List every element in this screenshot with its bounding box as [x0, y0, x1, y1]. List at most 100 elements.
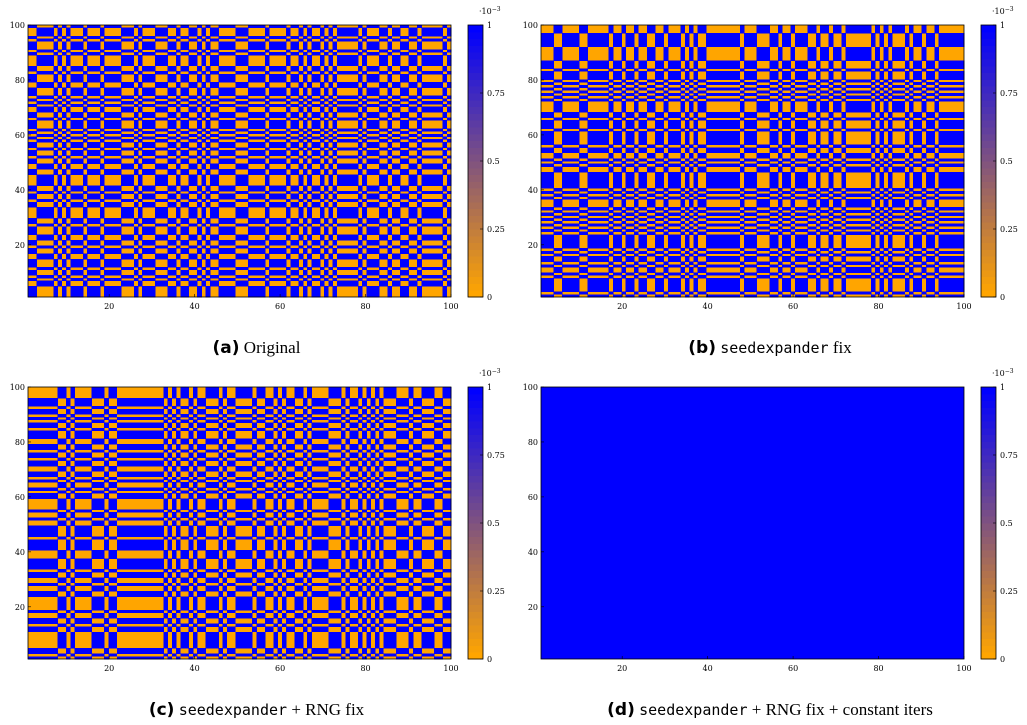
- heatmap-cell: [286, 245, 291, 249]
- heatmap-cell: [311, 90, 321, 94]
- heatmap-cell: [362, 33, 367, 37]
- heatmap-cell: [909, 193, 914, 197]
- heatmap-cell: [815, 180, 821, 184]
- heatmap-cell: [121, 190, 135, 195]
- heatmap-cell: [332, 152, 338, 156]
- heatmap-cell: [562, 171, 580, 175]
- heatmap-cell: [638, 44, 648, 48]
- heatmap-cell: [298, 275, 304, 279]
- heatmap-cell: [904, 82, 910, 86]
- heatmap-cell: [362, 177, 367, 181]
- heatmap-cell: [391, 155, 401, 159]
- heatmap-cell: [841, 76, 846, 80]
- heatmap-cell: [302, 220, 308, 224]
- heatmap-cell: [218, 169, 236, 173]
- heatmap-cell: [247, 185, 266, 189]
- heatmap-cell: [815, 71, 821, 75]
- heatmap-cell: [689, 199, 694, 203]
- heatmap-cell: [357, 294, 363, 298]
- heatmap-cell: [904, 286, 910, 290]
- heatmap-cell: [307, 215, 312, 219]
- heatmap-cell: [807, 68, 817, 72]
- heatmap-cell: [934, 248, 940, 252]
- heatmap-cell: [612, 272, 622, 276]
- heatmap-cell: [790, 209, 796, 214]
- heatmap-cell: [167, 239, 177, 243]
- heatmap-cell: [142, 229, 156, 233]
- heatmap-cell: [883, 204, 889, 208]
- colorbar-segment: [468, 215, 483, 223]
- heatmap-cell: [104, 41, 122, 45]
- heatmap-cell: [562, 114, 580, 118]
- heatmap-cell: [366, 226, 380, 230]
- heatmap-cell: [121, 95, 135, 99]
- heatmap-cell: [832, 52, 842, 56]
- heatmap-cell: [379, 30, 388, 34]
- heatmap-cell: [324, 122, 329, 127]
- heatmap-cell: [705, 150, 741, 154]
- heatmap-cell: [264, 101, 270, 105]
- heatmap-cell: [875, 248, 880, 252]
- heatmap-cell: [104, 150, 122, 154]
- heatmap-cell: [154, 106, 168, 110]
- heatmap-cell: [879, 245, 885, 249]
- heatmap-cell: [421, 280, 443, 284]
- heatmap-cell: [82, 84, 88, 88]
- heatmap-cell: [82, 237, 88, 241]
- heatmap-cell: [82, 253, 88, 257]
- heatmap-cell: [562, 256, 580, 260]
- heatmap-cell: [608, 215, 614, 219]
- heatmap-cell: [625, 212, 635, 216]
- heatmap-cell: [379, 109, 388, 113]
- heatmap-cell: [625, 87, 635, 91]
- heatmap-cell: [197, 122, 202, 127]
- heatmap-cell: [815, 125, 821, 129]
- heatmap-cell: [311, 196, 321, 200]
- colorbar-tick-label: 1: [487, 21, 492, 30]
- heatmap-cell: [756, 291, 770, 295]
- heatmap-cell: [663, 253, 669, 257]
- heatmap-cell: [913, 112, 923, 116]
- heatmap-cell: [387, 150, 393, 154]
- heatmap-cell: [104, 242, 122, 246]
- heatmap-cell: [28, 68, 37, 72]
- heatmap-cell: [446, 63, 452, 67]
- heatmap-cell: [667, 174, 681, 178]
- heatmap-cell: [875, 46, 880, 50]
- heatmap-cell: [845, 155, 872, 159]
- heatmap-cell: [400, 76, 410, 80]
- heatmap-cell: [705, 122, 741, 127]
- heatmap-cell: [756, 261, 770, 265]
- heatmap-cell: [705, 76, 741, 80]
- heatmap-cell: [167, 131, 177, 135]
- heatmap-cell: [442, 269, 448, 273]
- heatmap-cell: [87, 122, 101, 127]
- heatmap-cell: [621, 166, 626, 170]
- heatmap-cell: [684, 112, 690, 116]
- heatmap-cell: [887, 237, 893, 241]
- heatmap-cell: [870, 171, 876, 175]
- heatmap-cell: [845, 231, 872, 235]
- heatmap-cell: [744, 125, 758, 129]
- heatmap-cell: [133, 141, 139, 146]
- heatmap-cell: [883, 103, 889, 107]
- heatmap-cell: [142, 158, 156, 162]
- heatmap-cell: [925, 280, 935, 284]
- heatmap-cell: [387, 248, 393, 252]
- heatmap-cell: [646, 231, 656, 235]
- heatmap-cell: [417, 136, 422, 140]
- heatmap-cell: [883, 188, 889, 192]
- heatmap-cell: [769, 141, 779, 146]
- heatmap-cell: [756, 267, 770, 271]
- heatmap-cell: [319, 280, 325, 284]
- heatmap-cell: [142, 35, 156, 39]
- heatmap-cell: [875, 84, 880, 88]
- heatmap-cell: [934, 261, 940, 265]
- heatmap-cell: [57, 177, 63, 181]
- heatmap-cell: [379, 71, 388, 75]
- heatmap-cell: [634, 199, 639, 203]
- heatmap-cell: [357, 65, 363, 69]
- heatmap-cell: [400, 161, 410, 165]
- heatmap-cell: [137, 33, 143, 37]
- heatmap-cell: [680, 291, 686, 295]
